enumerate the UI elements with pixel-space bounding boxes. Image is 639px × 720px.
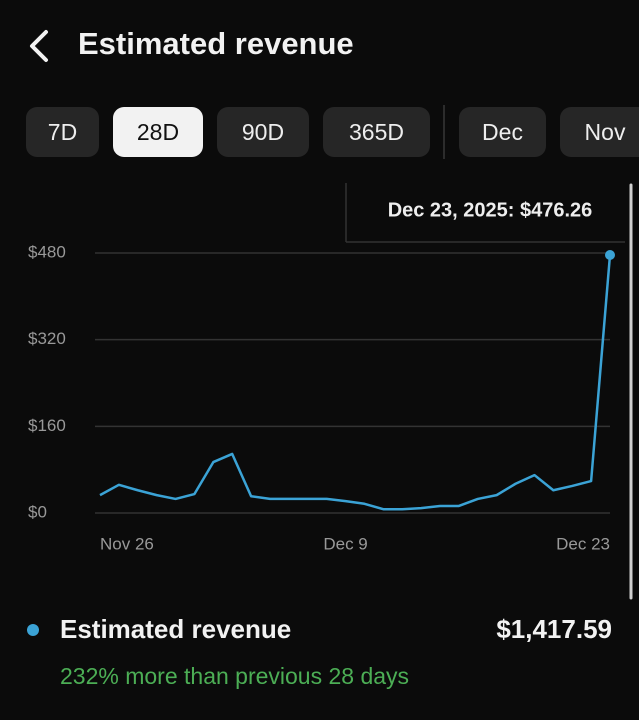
x-tick-label: Dec 9 xyxy=(323,534,367,553)
summary-total: $1,417.59 xyxy=(496,614,612,644)
y-tick-label: $0 xyxy=(28,502,47,521)
separator xyxy=(443,105,445,159)
summary-comparison: 232% more than previous 28 days xyxy=(60,663,410,689)
tab[interactable]: 90D xyxy=(217,107,309,157)
x-tick-label: Nov 26 xyxy=(100,534,154,553)
chart: $0 $160 $320 $480 Nov 26 Dec 9 Dec 23 Dec 23, 2… xyxy=(28,183,633,600)
summary-label: Estimated revenue xyxy=(60,614,292,644)
page-title: Estimated revenue xyxy=(78,26,354,61)
y-tick-label: $480 xyxy=(28,242,66,261)
back-button[interactable] xyxy=(24,28,54,64)
highlight-point xyxy=(605,250,615,261)
tab[interactable]: Dec xyxy=(459,107,546,157)
tab[interactable]: 7D xyxy=(26,107,99,157)
legend-dot xyxy=(27,624,39,636)
x-tick-label: Dec 23 xyxy=(556,534,610,553)
tooltip: Dec 23, 2025: $476.26 xyxy=(388,199,593,221)
y-tick-label: $160 xyxy=(28,416,66,435)
y-tick-label: $320 xyxy=(28,329,66,348)
tab[interactable]: 365D xyxy=(323,107,430,157)
tab[interactable]: 28D xyxy=(113,107,203,157)
tab[interactable]: Nov xyxy=(560,107,639,157)
series-line xyxy=(99,254,612,511)
